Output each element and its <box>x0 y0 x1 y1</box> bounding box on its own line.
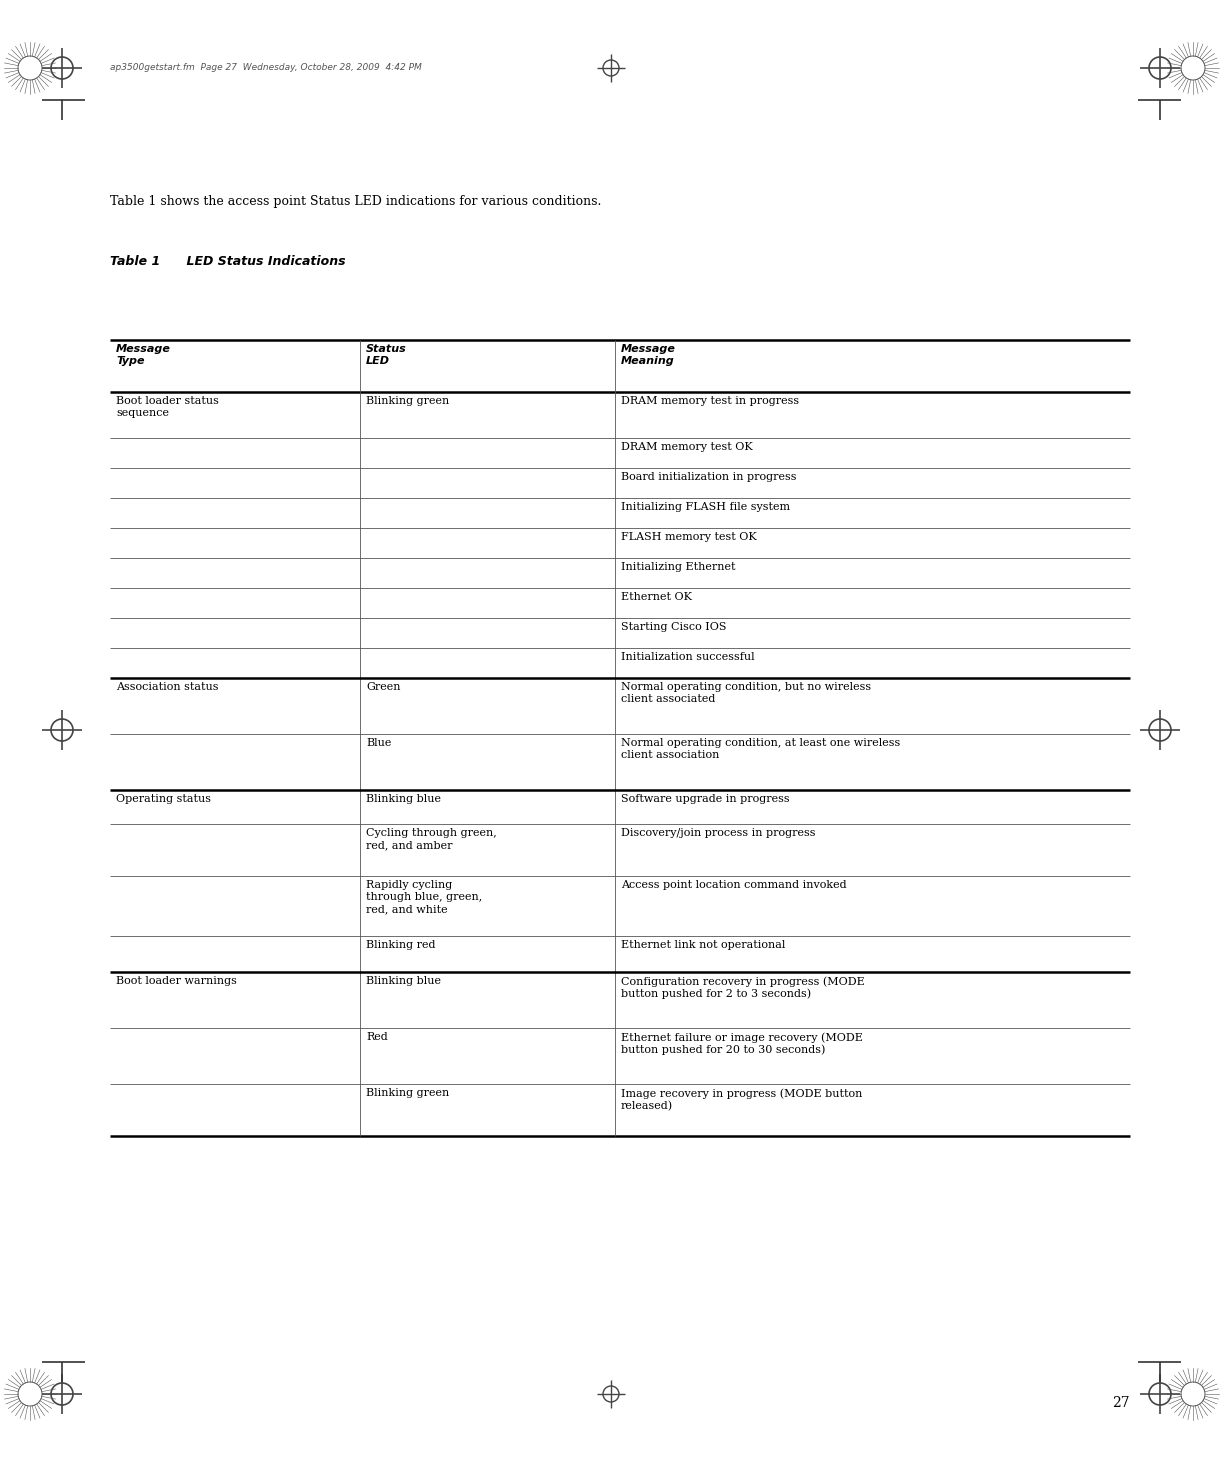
Text: Boot loader warnings: Boot loader warnings <box>116 977 237 985</box>
Text: Cycling through green,
red, and amber: Cycling through green, red, and amber <box>366 827 497 849</box>
Text: DRAM memory test OK: DRAM memory test OK <box>621 442 752 452</box>
Text: Status
LED: Status LED <box>366 344 407 366</box>
Text: Operating status: Operating status <box>116 794 212 804</box>
Text: Access point location command invoked: Access point location command invoked <box>621 880 846 890</box>
Text: Ethernet OK: Ethernet OK <box>621 592 692 602</box>
Text: Blinking red: Blinking red <box>366 940 435 950</box>
Text: Table 1 shows the access point Status LED indications for various conditions.: Table 1 shows the access point Status LE… <box>110 194 602 208</box>
Text: FLASH memory test OK: FLASH memory test OK <box>621 532 757 542</box>
Text: Blinking blue: Blinking blue <box>366 977 442 985</box>
Text: Board initialization in progress: Board initialization in progress <box>621 472 796 482</box>
Text: Rapidly cycling
through blue, green,
red, and white: Rapidly cycling through blue, green, red… <box>366 880 482 914</box>
Text: Blinking green: Blinking green <box>366 1088 449 1098</box>
Text: Blinking blue: Blinking blue <box>366 794 442 804</box>
Text: Green: Green <box>366 681 400 692</box>
Text: Blinking green: Blinking green <box>366 396 449 406</box>
Text: DRAM memory test in progress: DRAM memory test in progress <box>621 396 799 406</box>
Text: Software upgrade in progress: Software upgrade in progress <box>621 794 790 804</box>
Text: Discovery/join process in progress: Discovery/join process in progress <box>621 827 816 838</box>
Text: Message
Type: Message Type <box>116 344 171 366</box>
Text: Ethernet link not operational: Ethernet link not operational <box>621 940 785 950</box>
Text: Starting Cisco IOS: Starting Cisco IOS <box>621 621 726 632</box>
Text: Boot loader status
sequence: Boot loader status sequence <box>116 396 219 418</box>
Text: Configuration recovery in progress (MODE
button pushed for 2 to 3 seconds): Configuration recovery in progress (MODE… <box>621 977 865 999</box>
Text: Initializing FLASH file system: Initializing FLASH file system <box>621 501 790 512</box>
Text: 27: 27 <box>1113 1396 1130 1409</box>
Text: Message
Meaning: Message Meaning <box>621 344 676 366</box>
Text: Image recovery in progress (MODE button
released): Image recovery in progress (MODE button … <box>621 1088 862 1111</box>
Text: Red: Red <box>366 1032 388 1042</box>
Text: ap3500getstart.fm  Page 27  Wednesday, October 28, 2009  4:42 PM: ap3500getstart.fm Page 27 Wednesday, Oct… <box>110 63 422 73</box>
Text: Normal operating condition, at least one wireless
client association: Normal operating condition, at least one… <box>621 738 900 760</box>
Text: Ethernet failure or image recovery (MODE
button pushed for 20 to 30 seconds): Ethernet failure or image recovery (MODE… <box>621 1032 863 1056</box>
Text: Association status: Association status <box>116 681 219 692</box>
Text: Initialization successful: Initialization successful <box>621 652 755 662</box>
Text: Blue: Blue <box>366 738 391 749</box>
Text: Normal operating condition, but no wireless
client associated: Normal operating condition, but no wirel… <box>621 681 871 705</box>
Text: Table 1      LED Status Indications: Table 1 LED Status Indications <box>110 254 346 268</box>
Text: Initializing Ethernet: Initializing Ethernet <box>621 561 735 572</box>
